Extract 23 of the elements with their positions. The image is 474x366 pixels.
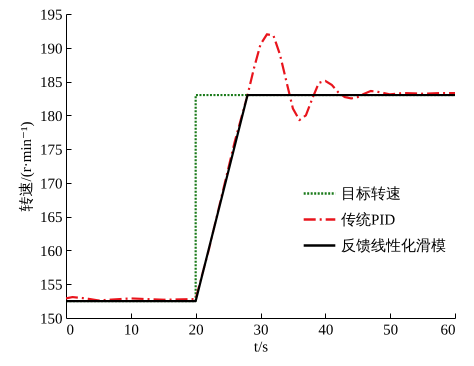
x-tick-label: 50 <box>383 322 398 338</box>
y-tick-label: 155 <box>40 278 62 294</box>
x-tick-label: 20 <box>188 322 204 338</box>
legend-label: 传统PID <box>341 212 396 228</box>
y-tick-label: 150 <box>40 312 62 328</box>
y-tick-label: 165 <box>40 210 62 226</box>
y-tick-label: 190 <box>40 41 62 58</box>
y-tick-label: 160 <box>40 244 62 260</box>
y-tick-label: 195 <box>40 8 62 24</box>
x-axis-title: t/s <box>254 340 268 356</box>
y-tick-label: 185 <box>40 75 62 92</box>
x-tick-label: 10 <box>124 322 139 338</box>
y-tick-label: 175 <box>40 142 62 159</box>
x-tick-label: 60 <box>440 322 456 338</box>
x-tick-label: 40 <box>318 322 334 338</box>
legend-label: 目标转速 <box>341 186 401 202</box>
x-tick-label: 30 <box>254 322 268 338</box>
y-tick-label: 180 <box>40 108 62 125</box>
legend-label: 反馈线性化滑模 <box>341 238 446 254</box>
y-tick-label: 170 <box>40 176 62 192</box>
x-tick-label: 0 <box>66 322 74 338</box>
y-axis-title: 转速/(r·min⁻¹) <box>18 122 35 212</box>
line-series <box>66 33 455 302</box>
